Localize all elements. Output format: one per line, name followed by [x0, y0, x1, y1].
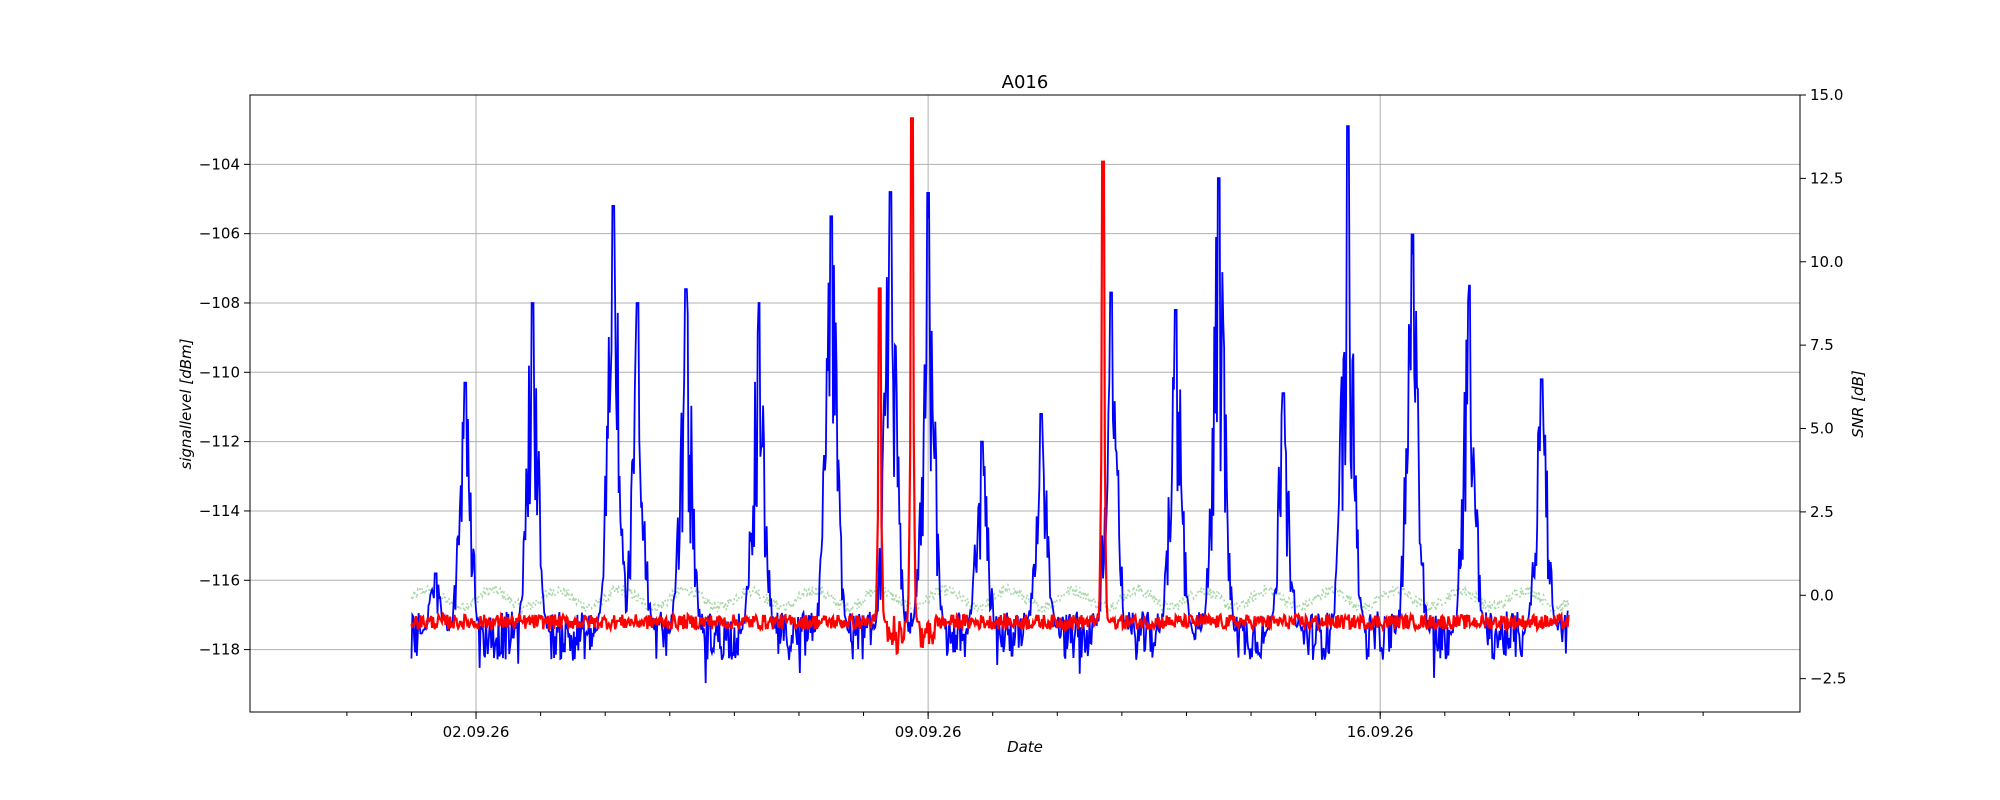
grid-layer	[250, 95, 1800, 712]
y2-tick-label: −2.5	[1810, 670, 1846, 688]
series-layer	[410, 117, 1570, 684]
x-tick-label: 16.09.26	[1347, 723, 1414, 741]
y2-tick-label: 5.0	[1810, 420, 1834, 438]
y2-tick-label: 0.0	[1810, 586, 1834, 604]
y2-tick-label: 15.0	[1810, 86, 1843, 104]
x-tick-label: 02.09.26	[443, 723, 510, 741]
y-tick-label: −112	[199, 433, 240, 451]
chart-title: A016	[1002, 72, 1049, 93]
y-tick-label: −114	[199, 502, 240, 520]
y-axis-left: −104 −106 −108 −110 −112 −114 −116 −118	[199, 155, 250, 659]
x-tick-label: 09.09.26	[895, 723, 962, 741]
plot-frame	[249, 94, 1801, 713]
y2-tick-label: 10.0	[1810, 253, 1843, 271]
y-axis-right: 15.0 12.5 10.0 7.5 5.0 2.5 0.0 −2.5	[1800, 86, 1846, 688]
series-snr-line	[410, 117, 1570, 656]
series-signallevel-line	[410, 125, 1569, 684]
y-axis-right-label: SNR [dB]	[1849, 370, 1867, 438]
x-axis-label: Date	[1007, 738, 1043, 756]
y-tick-label: −104	[199, 155, 240, 173]
y-axis-left-label: signallevel [dBm]	[177, 338, 195, 469]
y2-tick-label: 7.5	[1810, 336, 1834, 354]
y-tick-label: −118	[199, 641, 240, 659]
y-tick-label: −108	[199, 294, 240, 312]
y-tick-label: −110	[199, 363, 240, 381]
x-axis: 02.09.26 09.09.26 16.09.26	[346, 712, 1704, 741]
y2-tick-label: 2.5	[1810, 503, 1834, 521]
y-tick-label: −116	[199, 571, 240, 589]
series-snr-reference-line	[410, 582, 1570, 616]
y2-tick-label: 12.5	[1810, 169, 1843, 187]
y-tick-label: −106	[199, 225, 240, 243]
